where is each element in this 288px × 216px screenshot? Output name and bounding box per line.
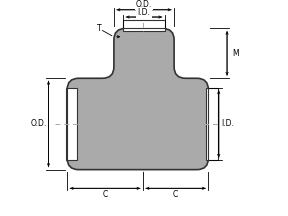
Text: O.D.: O.D. xyxy=(136,0,152,9)
Text: C: C xyxy=(173,190,178,199)
Bar xyxy=(66,88,77,160)
Text: C: C xyxy=(103,190,108,199)
Text: I.D.: I.D. xyxy=(138,8,150,17)
Bar xyxy=(123,20,165,31)
Text: I.D.: I.D. xyxy=(222,119,234,129)
Text: M: M xyxy=(232,49,239,58)
Bar xyxy=(206,88,218,160)
Text: O.D.: O.D. xyxy=(31,119,47,129)
PathPatch shape xyxy=(67,29,208,170)
Text: T: T xyxy=(97,24,102,33)
